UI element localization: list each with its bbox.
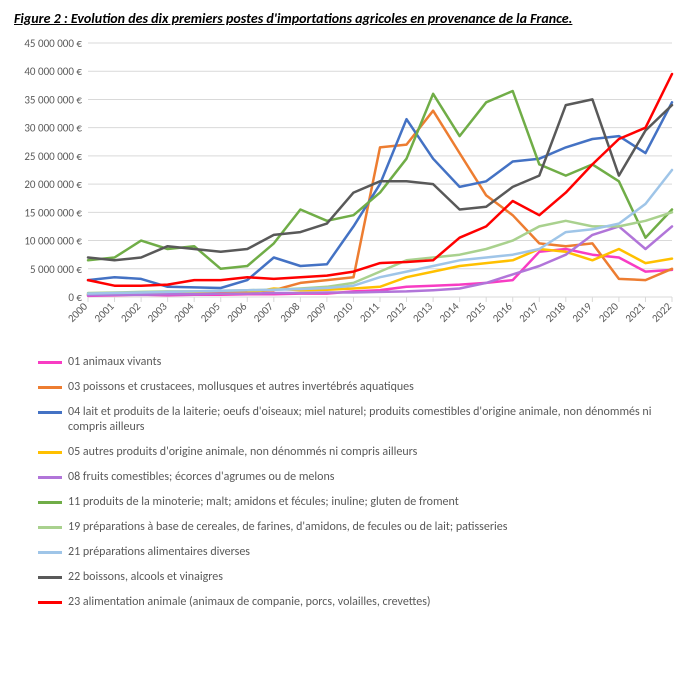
legend-item-s05: 05 autres produits d'origine animale, no… [38, 445, 682, 460]
legend: 01 animaux vivants 03 poissons et crustac… [10, 355, 682, 610]
x-tick-label: 2004 [171, 300, 196, 325]
x-tick-label: 2010 [331, 300, 356, 325]
y-tick-label: 40 000 000 € [24, 65, 82, 78]
x-tick-label: 2018 [543, 300, 568, 325]
x-tick-label: 2013 [410, 300, 435, 325]
figure-title: Figure 2 : Evolution des dix premiers po… [14, 10, 682, 27]
legend-label: 01 animaux vivants [68, 355, 662, 370]
x-tick-label: 2014 [437, 300, 462, 325]
legend-item-s21: 21 préparations alimentaires diverses [38, 545, 682, 560]
x-tick-label: 2016 [490, 300, 515, 325]
x-tick-label: 2011 [357, 300, 382, 325]
legend-label: 21 préparations alimentaires diverses [68, 545, 662, 560]
series-line-s08 [88, 226, 672, 295]
legend-swatch [38, 501, 62, 504]
legend-swatch [38, 386, 62, 389]
y-tick-label: 30 000 000 € [24, 122, 82, 135]
legend-swatch [38, 411, 62, 414]
y-tick-label: 45 000 000 € [24, 37, 82, 50]
legend-item-s03: 03 poissons et crustacees, mollusques et… [38, 380, 682, 395]
legend-label: 22 boissons, alcools et vinaigres [68, 570, 662, 585]
x-tick-label: 2019 [570, 300, 595, 325]
legend-swatch [38, 601, 62, 604]
x-tick-label: 2006 [224, 300, 249, 325]
legend-item-s11: 11 produits de la minoterie; malt; amido… [38, 495, 682, 510]
legend-swatch [38, 526, 62, 529]
line-chart: 0 €5 000 000 €10 000 000 €15 000 000 €20… [10, 35, 682, 610]
legend-label: 05 autres produits d'origine animale, no… [68, 445, 662, 460]
x-tick-label: 2012 [384, 300, 409, 325]
legend-item-s23: 23 alimentation animale (animaux de comp… [38, 595, 682, 610]
y-tick-label: 35 000 000 € [24, 93, 82, 106]
legend-item-s04: 04 lait et produits de la laiterie; oeuf… [38, 405, 682, 435]
chart-svg: 0 €5 000 000 €10 000 000 €15 000 000 €20… [10, 35, 682, 345]
legend-item-s22: 22 boissons, alcools et vinaigres [38, 570, 682, 585]
x-tick-label: 2007 [251, 300, 276, 325]
legend-label: 19 préparations à base de cereales, de f… [68, 520, 662, 535]
x-tick-label: 2001 [92, 300, 117, 325]
x-tick-label: 2021 [623, 300, 648, 325]
x-tick-label: 2002 [118, 300, 143, 325]
series-line-s04 [88, 102, 672, 288]
legend-swatch [38, 476, 62, 479]
y-tick-label: 25 000 000 € [24, 150, 82, 163]
legend-label: 23 alimentation animale (animaux de comp… [68, 595, 662, 610]
x-tick-label: 2017 [516, 300, 541, 325]
legend-label: 04 lait et produits de la laiterie; oeuf… [68, 405, 662, 435]
legend-swatch [38, 576, 62, 579]
x-tick-label: 2022 [649, 300, 674, 325]
series-line-s03 [88, 111, 672, 295]
legend-swatch [38, 361, 62, 364]
x-tick-label: 2015 [463, 300, 488, 325]
y-tick-label: 5 000 000 € [30, 263, 82, 276]
y-tick-label: 10 000 000 € [24, 235, 82, 248]
series-line-s21 [88, 170, 672, 294]
x-tick-label: 2020 [596, 300, 621, 325]
x-tick-label: 2003 [145, 300, 170, 325]
x-tick-label: 2008 [278, 300, 303, 325]
x-tick-label: 2005 [198, 300, 223, 325]
series-line-s22 [88, 99, 672, 260]
legend-item-s01: 01 animaux vivants [38, 355, 682, 370]
legend-label: 11 produits de la minoterie; malt; amido… [68, 495, 662, 510]
legend-swatch [38, 551, 62, 554]
x-tick-label: 2009 [304, 300, 329, 325]
legend-label: 08 fruits comestibles; écorces d'agrumes… [68, 470, 662, 485]
y-tick-label: 15 000 000 € [24, 206, 82, 219]
legend-label: 03 poissons et crustacees, mollusques et… [68, 380, 662, 395]
legend-item-s08: 08 fruits comestibles; écorces d'agrumes… [38, 470, 682, 485]
legend-swatch [38, 451, 62, 454]
legend-item-s19: 19 préparations à base de cereales, de f… [38, 520, 682, 535]
y-tick-label: 20 000 000 € [24, 178, 82, 191]
